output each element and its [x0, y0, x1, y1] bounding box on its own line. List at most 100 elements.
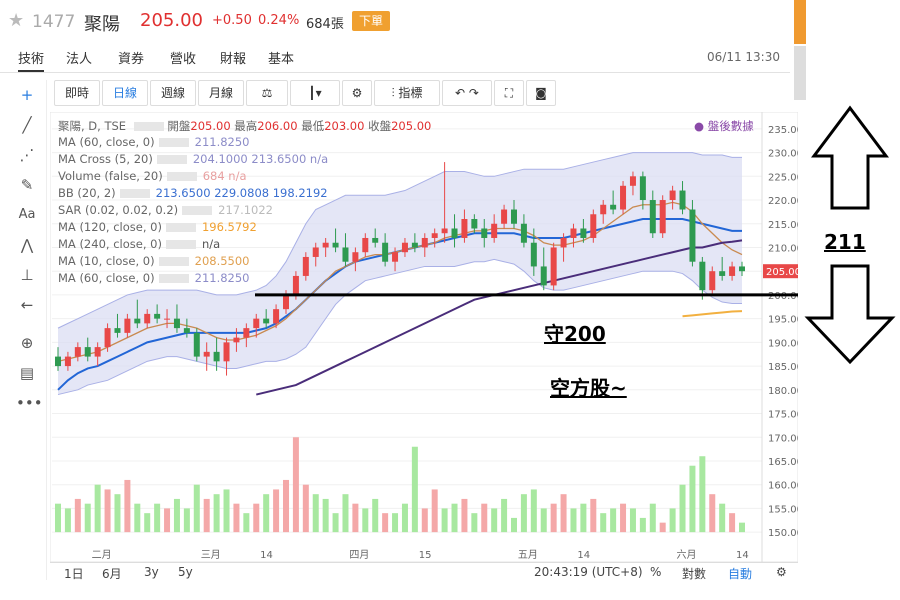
tab-bar: 技術 法人 資券 營收 財報 基本 06/11 13:30	[0, 44, 790, 73]
order-button[interactable]: 下單	[352, 11, 390, 31]
legend-row-controls-icon[interactable]	[158, 274, 189, 283]
volume-bar	[739, 522, 745, 533]
candle-body	[610, 204, 617, 210]
brush-icon[interactable]: ✎	[20, 176, 34, 194]
scrollbar-thumb[interactable]	[794, 0, 806, 44]
more-icon[interactable]: •••	[16, 394, 43, 412]
candle-body	[104, 328, 111, 348]
volume-bar	[441, 508, 448, 533]
volume-bar	[104, 489, 111, 533]
y-tick-label: 225.00	[768, 172, 798, 183]
zoom-icon[interactable]: ⊕	[20, 334, 34, 352]
percent-toggle[interactable]: %	[650, 565, 662, 579]
x-tick-label: 14	[260, 550, 273, 561]
legend-row-controls-icon[interactable]	[156, 155, 187, 164]
undo-redo-icon[interactable]: ↶ ↷	[442, 80, 492, 106]
interval-weekly-button[interactable]: 週線	[150, 80, 196, 106]
tab-revenue[interactable]: 營收	[170, 52, 197, 67]
volume-bar	[610, 508, 617, 533]
bb-upper-line	[57, 152, 742, 329]
legend-main: 聚陽, D, TSE 開盤205.00 最高206.00 最低203.00 收盤…	[58, 118, 431, 134]
settings-gear-icon[interactable]: ⚙	[342, 80, 372, 106]
trendline-icon[interactable]: ╱	[22, 116, 32, 134]
candle-body	[530, 242, 537, 267]
legend-row-controls-icon[interactable]	[166, 172, 197, 181]
volume-bar	[481, 503, 488, 533]
interval-monthly-button[interactable]: 月線	[198, 80, 244, 106]
volume-bar	[729, 513, 736, 533]
candle-body	[84, 347, 91, 357]
legend-row-label: MA (10, close, 0)	[58, 254, 155, 268]
log-toggle[interactable]: 對數	[682, 567, 707, 581]
legend-row-controls-icon[interactable]	[158, 138, 189, 147]
volume-bar	[560, 494, 567, 533]
x-tick-label: 五月	[518, 549, 538, 561]
volume-bar	[431, 489, 438, 533]
volume-bar	[520, 494, 527, 533]
y-tick-label: 200.00	[768, 291, 798, 302]
price-tag-label: 205.00	[766, 267, 798, 278]
interval-intraday-button[interactable]: 即時	[54, 80, 100, 106]
compare-icon[interactable]: ⚖	[246, 80, 288, 106]
legend-row-controls-icon[interactable]	[158, 257, 189, 266]
tab-margin[interactable]: 資券	[118, 52, 145, 67]
chart-type-icon[interactable]: ┃▾	[290, 80, 340, 106]
legend-row-controls-icon[interactable]	[182, 206, 213, 215]
crosshair-icon[interactable]: +	[20, 86, 34, 104]
legend-row-controls-icon[interactable]	[165, 223, 196, 232]
range-6m[interactable]: 6月	[102, 567, 122, 581]
candle-body	[441, 228, 448, 234]
tab-institutional[interactable]: 法人	[66, 52, 93, 67]
camera-icon[interactable]: ◙	[526, 80, 556, 106]
candle-body	[233, 337, 240, 343]
range-3y[interactable]: 3y	[144, 565, 159, 579]
pattern-icon[interactable]: ⋀	[20, 236, 34, 254]
candle-body	[481, 228, 488, 238]
ruler-icon[interactable]: ▤	[19, 364, 35, 382]
candle-body	[134, 318, 141, 324]
legend-symbol: 聚陽, D, TSE	[58, 119, 127, 133]
interval-daily-button[interactable]: 日線	[102, 80, 148, 106]
up-arrow-icon	[811, 105, 889, 210]
tab-financials[interactable]: 財報	[220, 52, 247, 67]
auto-toggle[interactable]: 自動	[728, 567, 753, 581]
candle-body	[342, 247, 349, 262]
range-1d[interactable]: 1日	[64, 567, 84, 581]
favorite-star-icon[interactable]: ★	[8, 10, 25, 31]
measure-icon[interactable]: ⊥	[20, 266, 34, 284]
candle-body	[471, 219, 478, 229]
legend-row-controls-icon[interactable]	[119, 189, 150, 198]
settings-small-icon[interactable]: ⚙	[776, 565, 787, 579]
drawing-toolbar: + ╱ ⋰ ✎ Aa ⋀ ⊥ ← ⊕ ▤ •••	[8, 80, 47, 580]
fib-icon[interactable]: ⋰	[19, 146, 35, 164]
legend-row-label: MA (240, close, 0)	[58, 237, 162, 251]
y-tick-label: 165.00	[768, 457, 798, 468]
target-arrows	[804, 105, 896, 365]
candle-body	[451, 228, 458, 238]
legend-row-value: 208.5500	[194, 254, 250, 268]
volume-bar	[164, 508, 171, 533]
candle-body	[580, 228, 587, 238]
text-icon[interactable]: Aa	[18, 207, 36, 222]
volume-bar	[570, 508, 577, 533]
candle-body	[431, 233, 438, 238]
y-tick-label: 180.00	[768, 386, 798, 397]
legend-row-label: MA (60, close, 0)	[58, 135, 155, 149]
tab-technical[interactable]: 技術	[18, 48, 45, 72]
indicators-icon: ⫶	[391, 86, 399, 100]
volume-bar	[213, 494, 220, 533]
indicators-button[interactable]: ⫶ 指標	[374, 80, 440, 106]
y-tick-label: 220.00	[768, 196, 798, 207]
candle-body	[639, 176, 646, 201]
tab-basic[interactable]: 基本	[268, 52, 295, 67]
volume-bar	[292, 437, 299, 533]
arrow-left-icon[interactable]: ←	[20, 296, 34, 314]
price-chart[interactable]: 235.00 230.00 225.00 220.00 215.00 210.00 205.…	[50, 112, 798, 562]
legend-row-controls-icon[interactable]	[165, 240, 196, 249]
after-hours-link[interactable]: ● 盤後數據	[694, 119, 754, 133]
candle-body	[729, 266, 736, 276]
scrollbar[interactable]	[794, 0, 806, 100]
fullscreen-icon[interactable]: ⛶	[494, 80, 524, 106]
legend-controls-icon[interactable]	[133, 122, 164, 131]
range-5y[interactable]: 5y	[178, 565, 193, 579]
